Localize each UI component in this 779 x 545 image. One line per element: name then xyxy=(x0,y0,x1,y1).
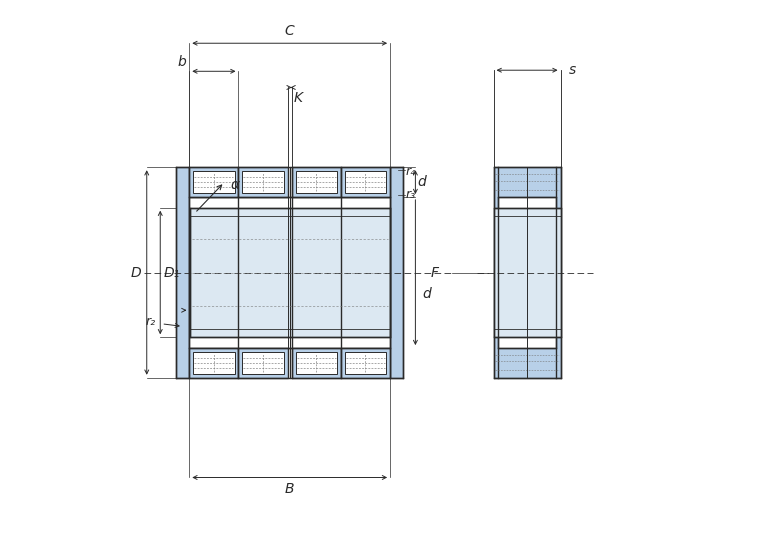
Polygon shape xyxy=(189,167,238,197)
Text: D₁: D₁ xyxy=(164,265,180,280)
Text: D: D xyxy=(131,265,141,280)
Bar xyxy=(296,172,337,193)
Text: r₃: r₃ xyxy=(406,188,416,201)
Bar xyxy=(176,167,189,378)
Text: d: d xyxy=(422,287,431,301)
Bar xyxy=(345,172,386,193)
Text: s: s xyxy=(569,63,576,77)
Bar xyxy=(242,172,284,193)
Bar xyxy=(498,197,556,348)
Bar xyxy=(242,352,284,373)
Bar xyxy=(193,172,234,193)
Polygon shape xyxy=(292,348,341,378)
Polygon shape xyxy=(189,348,238,378)
Bar xyxy=(494,167,561,378)
Bar xyxy=(296,352,337,373)
Polygon shape xyxy=(292,167,341,197)
Bar xyxy=(345,352,386,373)
Polygon shape xyxy=(238,348,287,378)
Text: b: b xyxy=(178,55,187,69)
Polygon shape xyxy=(341,348,390,378)
Text: F: F xyxy=(431,265,439,280)
Text: C: C xyxy=(285,25,294,38)
Polygon shape xyxy=(238,167,287,197)
Bar xyxy=(494,208,561,337)
Text: B: B xyxy=(285,482,294,496)
Text: α: α xyxy=(231,178,240,192)
Text: K: K xyxy=(293,91,302,105)
Bar xyxy=(189,197,390,348)
Text: d: d xyxy=(418,175,426,189)
Bar xyxy=(190,208,390,337)
Bar xyxy=(390,167,403,378)
Bar xyxy=(193,352,234,373)
Text: r₄: r₄ xyxy=(406,165,416,178)
Text: r₂: r₂ xyxy=(145,314,155,328)
Polygon shape xyxy=(341,167,390,197)
